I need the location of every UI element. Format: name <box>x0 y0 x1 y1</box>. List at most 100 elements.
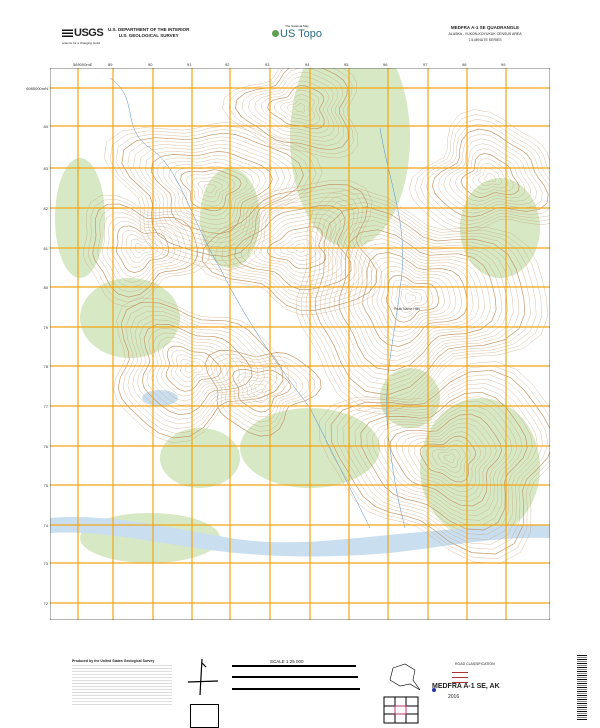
grid-label-northing: 78 <box>43 364 48 369</box>
contour-line <box>390 279 434 318</box>
contour-line <box>437 133 543 214</box>
grid-label-easting: 96 <box>383 62 388 67</box>
contour-line <box>267 85 325 130</box>
contour-line <box>161 341 228 397</box>
contour-line <box>133 140 292 248</box>
contour-line <box>203 184 217 193</box>
usgs-logo-text: USGS <box>74 27 104 39</box>
usgs-tagline: science for a changing world <box>62 41 101 45</box>
contour-line <box>376 265 451 333</box>
contour-line <box>156 154 267 230</box>
contour-line <box>460 153 520 198</box>
grid-layer <box>50 68 550 620</box>
contour-line <box>420 119 550 225</box>
contour-line <box>408 109 550 233</box>
grid-label-northing: 6985000mN <box>26 86 48 91</box>
contour-line <box>180 169 242 212</box>
contour-line <box>484 172 496 183</box>
usgs-logo: USGS <box>62 27 104 39</box>
legend-line <box>452 682 468 683</box>
contour-line <box>121 132 304 257</box>
scale-bar-feet <box>232 688 360 690</box>
grid-label-easting: 95 <box>344 62 349 67</box>
grid-label-northing: 84 <box>43 124 48 129</box>
contour-line <box>315 206 526 396</box>
alaska-location-icon <box>389 663 421 691</box>
topographic-map[interactable]: Peak Name Hills <box>50 68 550 620</box>
contour-line <box>168 162 254 221</box>
contour-line <box>408 427 487 492</box>
contour-line <box>466 158 514 194</box>
contour-line <box>139 143 286 243</box>
quad-region: ALASKA - YUKON-KOYUKUK CENSUS AREA <box>448 32 522 36</box>
contour-line <box>286 98 310 117</box>
grid-label-northing: 77 <box>43 404 48 409</box>
contour-line <box>367 256 462 342</box>
contour-line <box>113 297 290 443</box>
contour-line <box>305 197 537 405</box>
usgs-logo-icon <box>62 28 73 37</box>
contour-line <box>320 211 520 391</box>
barcode-icon <box>577 655 587 721</box>
contour-line <box>455 148 526 202</box>
quad-title: MEDFRA A-1 SE QUADRANGLE <box>450 25 520 30</box>
vegetation-patch <box>55 158 105 278</box>
vegetation-patch <box>380 368 440 428</box>
contour-line <box>301 193 543 410</box>
contour-line <box>443 453 456 463</box>
contour-line <box>426 123 550 222</box>
contour-line <box>402 422 492 497</box>
contour-line <box>348 383 538 540</box>
contour-line <box>319 361 550 564</box>
contour-line <box>310 202 531 400</box>
contour-line <box>137 319 259 420</box>
contour-line <box>378 405 512 516</box>
contour-line <box>437 449 461 468</box>
quad-title-block: MEDFRA A-1 SE QUADRANGLE ALASKA - YUKON-… <box>430 25 540 43</box>
vegetation-patch <box>80 278 180 358</box>
contour-line <box>254 76 334 138</box>
contour-line <box>354 387 533 535</box>
contour-line <box>226 365 297 417</box>
north-arrow-icon <box>187 658 219 696</box>
contour-line <box>103 122 323 271</box>
contour-line <box>396 418 497 502</box>
grid-label-northing: 79 <box>43 325 48 330</box>
contour-line <box>384 409 507 511</box>
contour-line <box>180 359 203 378</box>
contour-line <box>325 365 550 559</box>
contour-line <box>210 354 316 432</box>
grid-label-northing: 75 <box>43 483 48 488</box>
contour-line <box>386 274 440 323</box>
contour-line <box>419 435 477 483</box>
contour-line <box>362 252 468 347</box>
contour-line <box>248 72 339 142</box>
grid-label-easting: 89 <box>108 62 113 67</box>
stream <box>109 77 371 529</box>
grid-label-northing: 80 <box>43 285 48 290</box>
contour-line <box>338 229 497 372</box>
contour-line <box>204 350 322 437</box>
footer-year: 2016 <box>448 694 460 700</box>
contour-line <box>390 413 502 507</box>
grid-label-easting: 94 <box>305 62 310 67</box>
us-topo-icon <box>272 30 279 37</box>
grid-label-northing: 73 <box>43 561 48 566</box>
contour-line <box>235 68 349 151</box>
scale-text: SCALE 1:25 000 <box>270 659 304 664</box>
contour-line <box>228 68 354 155</box>
grid-label-easting: 91 <box>187 62 192 67</box>
contour-line <box>127 136 298 252</box>
grid-label-easting: 97 <box>423 62 428 67</box>
contour-line <box>357 247 474 352</box>
contour-line <box>156 337 234 401</box>
contour-line <box>334 224 502 376</box>
contour-line <box>146 328 246 411</box>
legend-line <box>452 677 468 678</box>
vegetation-patch <box>160 428 240 488</box>
contour-line <box>198 180 223 198</box>
contour-line <box>330 369 550 555</box>
contour-line <box>232 368 291 413</box>
producer-text: Produced by the United States Geological… <box>72 659 155 663</box>
contour-line <box>243 376 279 403</box>
